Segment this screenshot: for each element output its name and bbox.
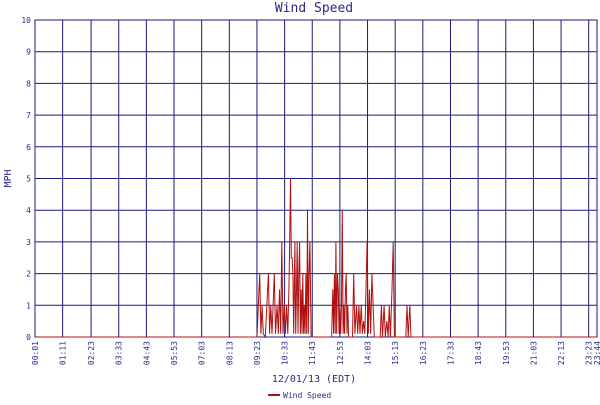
y-tick-label: 2 [26, 270, 31, 279]
x-tick-label: 03:33 [115, 341, 124, 365]
x-tick-label: 21:03 [529, 341, 538, 365]
y-tick-label: 4 [26, 206, 31, 215]
series-line [35, 178, 597, 339]
x-tick-label: 23:23 [585, 341, 594, 365]
y-tick-label: 8 [26, 79, 31, 88]
x-tick-label: 02:23 [87, 341, 96, 365]
x-tick-label: 11:43 [308, 341, 317, 365]
x-tick-label: 16:23 [419, 341, 428, 365]
grid [34, 19, 598, 338]
x-tick-labels: 00:01 01:11 02:23 03:33 04:43 05:53 07:03 08:13… [31, 341, 600, 365]
x-tick-label: 22:13 [557, 341, 566, 365]
x-axis-label: 12/01/13 (EDT) [272, 374, 356, 385]
x-tick-label: 04:43 [142, 341, 151, 365]
x-tick-label: 12:53 [336, 341, 345, 365]
y-tick-label: 5 [26, 175, 31, 184]
y-tick-label: 1 [26, 301, 31, 310]
y-tick-label: 10 [21, 16, 31, 25]
y-axis-label: MPH [3, 169, 14, 187]
series-layer [35, 178, 597, 339]
x-tick-label: 08:13 [225, 341, 234, 365]
legend: Wind Speed [268, 391, 331, 400]
x-tick-label: 14:03 [364, 341, 373, 365]
y-tick-label: 9 [26, 48, 31, 57]
x-tick-label: 05:53 [170, 341, 179, 365]
x-tick-label: 01:11 [59, 341, 68, 365]
y-tick-labels: 0 1 2 3 4 5 6 7 8 9 10 [21, 16, 31, 342]
x-tick-label: 00:01 [31, 341, 40, 365]
y-tick-label: 0 [26, 333, 31, 342]
y-tick-label: 3 [26, 238, 31, 247]
x-tick-label: 10:33 [281, 341, 290, 365]
chart-title: Wind Speed [275, 1, 353, 16]
x-tick-label: 15:13 [391, 341, 400, 365]
x-tick-label: 18:43 [474, 341, 483, 365]
legend-label: Wind Speed [283, 391, 331, 400]
x-tick-label: 19:53 [502, 341, 511, 365]
y-tick-label: 6 [26, 143, 31, 152]
x-tick-label: 09:23 [253, 341, 262, 365]
x-tick-label: 07:03 [198, 341, 207, 365]
y-tick-label: 7 [26, 111, 31, 120]
x-tick-label: 17:33 [446, 341, 455, 365]
x-tick-label: 23:44 [593, 341, 600, 365]
